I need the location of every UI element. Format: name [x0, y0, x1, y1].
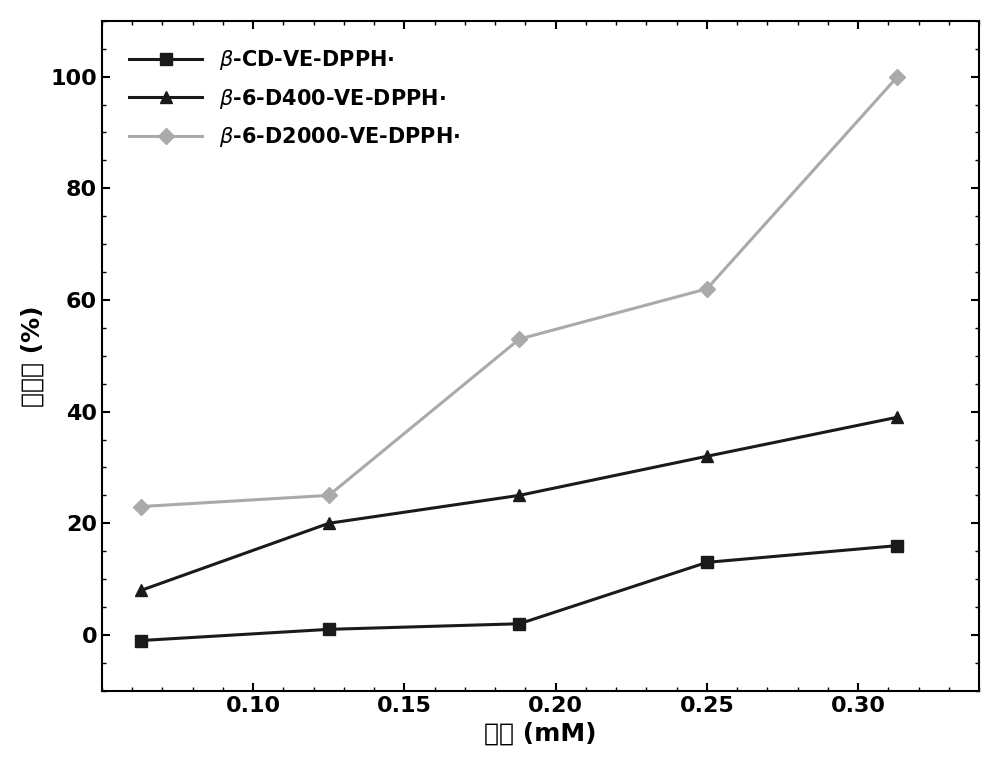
Y-axis label: 清除率 (%): 清除率 (%) — [21, 305, 45, 407]
X-axis label: 浓度 (mM): 浓度 (mM) — [484, 721, 597, 745]
Legend: $\beta$-CD-VE-DPPH·, $\beta$-6-D400-VE-DPPH·, $\beta$-6-D2000-VE-DPPH·: $\beta$-CD-VE-DPPH·, $\beta$-6-D400-VE-D… — [112, 31, 477, 165]
